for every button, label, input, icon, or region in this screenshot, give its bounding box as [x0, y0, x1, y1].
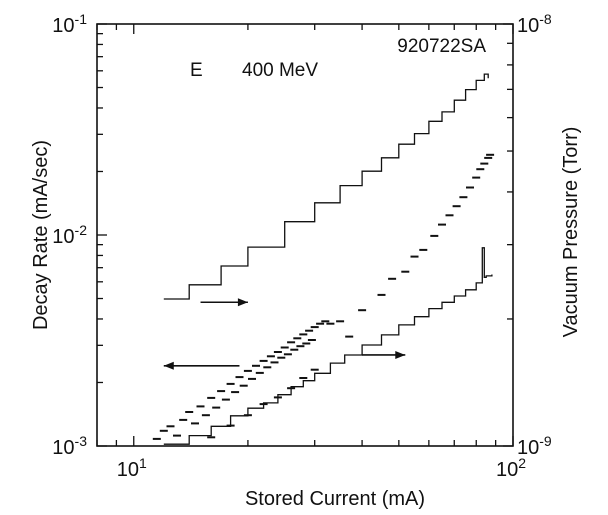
data-point: [266, 355, 275, 358]
data-point: [207, 436, 216, 439]
arrow-head: [163, 361, 174, 370]
data-point: [221, 398, 230, 401]
y-left-tick-label: 10-1: [52, 11, 87, 37]
data-point: [310, 326, 319, 329]
run-label: 920722SA: [397, 36, 486, 57]
y-axis-right-title: Vacuum Pressure (Torr): [560, 127, 582, 338]
data-point: [388, 277, 397, 280]
data-point: [185, 411, 194, 413]
data-point: [430, 234, 439, 237]
data-point: [270, 361, 279, 364]
data-point: [410, 255, 419, 258]
data-point: [299, 333, 308, 336]
data-point: [231, 391, 240, 394]
data-point: [377, 293, 386, 296]
data-point: [480, 162, 489, 165]
data-point: [296, 345, 305, 348]
data-point: [243, 414, 252, 417]
data-point: [419, 248, 428, 251]
data-point: [459, 196, 468, 199]
data-point: [212, 406, 221, 409]
direction-arrows: [163, 298, 406, 370]
data-point: [287, 387, 296, 390]
data-point: [248, 377, 256, 380]
data-point: [263, 366, 272, 369]
data-point: [166, 425, 175, 428]
data-point: [273, 396, 282, 399]
x-tick-label: 102: [496, 455, 526, 481]
data-point: [179, 418, 188, 421]
data-point: [401, 270, 410, 273]
data-point: [207, 396, 216, 399]
data-point: [290, 348, 299, 351]
data-point: [255, 371, 264, 374]
data-point: [486, 153, 495, 156]
data-point: [302, 342, 311, 345]
data-point: [159, 429, 168, 432]
arrow-head: [237, 298, 248, 307]
data-point: [259, 403, 268, 406]
energy-value: 400 MeV: [242, 60, 318, 81]
data-point: [321, 320, 330, 323]
data-point: [299, 377, 308, 379]
data-point: [283, 353, 292, 356]
data-point: [277, 356, 286, 359]
data-point: [191, 422, 199, 425]
data-point: [259, 359, 268, 362]
y-axis-left-title: Decay Rate (mA/sec): [30, 140, 52, 330]
data-point: [235, 376, 244, 379]
y-left-tick-label: 10-2: [52, 222, 87, 248]
data-point: [472, 176, 481, 179]
data-point: [152, 437, 161, 440]
y-right-tick-label: 10-8: [517, 11, 552, 37]
tick-marks: [96, 23, 514, 447]
data-point: [287, 341, 296, 344]
data-point: [273, 351, 282, 353]
data-point: [326, 322, 335, 325]
data-point: [201, 414, 210, 417]
data-point: [345, 335, 354, 338]
data-point: [336, 320, 345, 323]
y-right-tick-label: 10-9: [517, 433, 552, 459]
data-point: [466, 186, 474, 189]
x-tick-label: 101: [117, 455, 147, 481]
data-point: [316, 322, 325, 325]
data-point: [217, 390, 226, 393]
data-point: [226, 382, 235, 385]
series-line-1: [163, 247, 493, 445]
data-point: [226, 424, 235, 427]
data-point: [305, 329, 314, 332]
data-point: [445, 214, 454, 217]
data-point: [173, 434, 181, 437]
data-point: [438, 223, 446, 226]
plot-frame: [96, 23, 514, 447]
data-point: [243, 369, 252, 372]
arrow-head: [395, 350, 406, 359]
data-point: [252, 364, 260, 367]
data-point: [196, 405, 205, 408]
data-series: [152, 73, 495, 445]
data-point: [476, 168, 485, 171]
data-point: [280, 346, 289, 349]
series-line-0: [163, 73, 489, 300]
data-point: [484, 156, 493, 159]
y-left-tick-label: 10-3: [52, 433, 87, 459]
data-point: [358, 309, 367, 312]
energy-prefix: E: [190, 60, 203, 81]
data-point: [310, 368, 319, 371]
data-point: [452, 205, 461, 208]
data-point: [293, 337, 302, 340]
data-point: [239, 384, 248, 387]
data-point: [307, 339, 316, 341]
tick-labels: 101 102 10-3 10-2 10-1 10-9 10-8: [52, 11, 552, 481]
x-axis-title: Stored Current (mA): [245, 488, 425, 510]
